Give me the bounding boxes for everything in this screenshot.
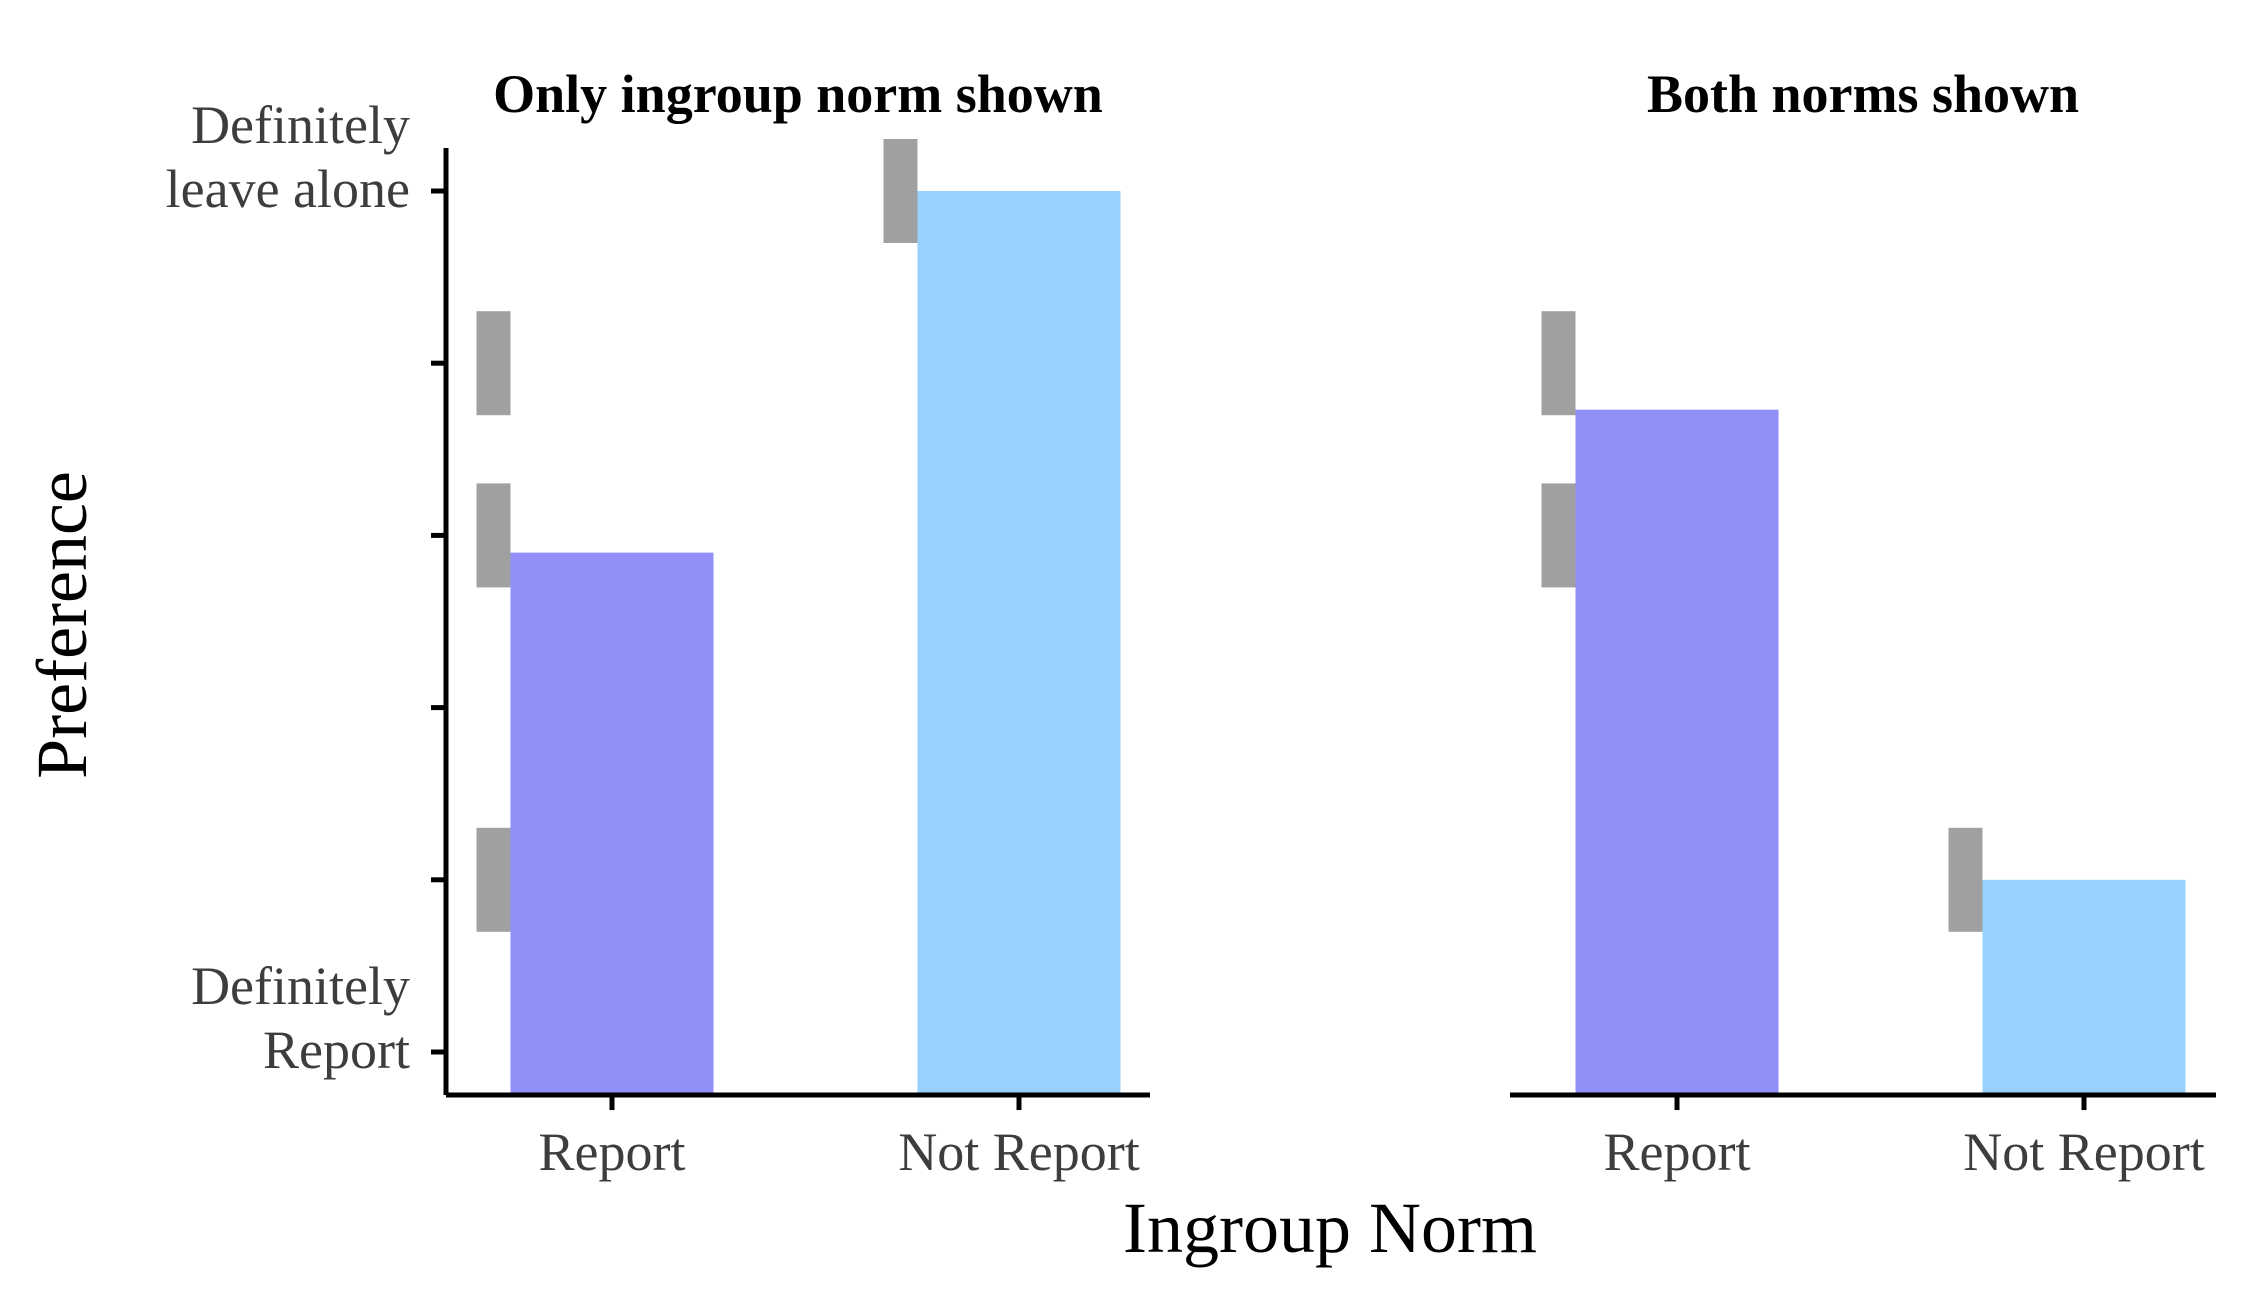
x-tick-label: Not Report xyxy=(898,1122,1139,1182)
bar-not-report xyxy=(917,191,1121,1096)
response-marker xyxy=(1948,827,1983,932)
x-tick-label: Report xyxy=(1604,1122,1751,1182)
y-tick-label: Definitely Report xyxy=(191,956,410,1080)
y-tick-label-line: Definitely xyxy=(191,95,410,155)
y-axis-title: Preference xyxy=(22,471,102,779)
panel-title: Both norms shown xyxy=(1647,64,2079,124)
response-marker xyxy=(1541,311,1576,416)
response-marker xyxy=(1541,483,1576,588)
panel-1: Only ingroup norm shown Report Not Report D… xyxy=(166,64,1150,1182)
response-marker xyxy=(476,827,511,932)
y-tick-label-line: leave alone xyxy=(166,159,410,219)
x-axis-title: Ingroup Norm xyxy=(1123,1188,1537,1268)
panels: Only ingroup norm shown Report Not Report D… xyxy=(166,64,2216,1182)
panel-title: Only ingroup norm shown xyxy=(493,64,1103,124)
response-marker xyxy=(476,311,511,416)
y-tick-label: Definitely leave alone xyxy=(166,95,410,219)
x-tick-label: Not Report xyxy=(1963,1122,2204,1182)
bar-report xyxy=(1575,409,1779,1096)
panel-2: Both norms shown Report Not Report xyxy=(1510,64,2216,1182)
response-marker xyxy=(476,483,511,588)
response-marker xyxy=(883,139,918,243)
bar-not-report xyxy=(1982,879,2186,1096)
x-tick-label: Report xyxy=(539,1122,686,1182)
y-tick-label-line: Definitely xyxy=(191,956,410,1016)
bar-report xyxy=(510,552,714,1096)
y-tick-label-line: Report xyxy=(263,1020,410,1080)
